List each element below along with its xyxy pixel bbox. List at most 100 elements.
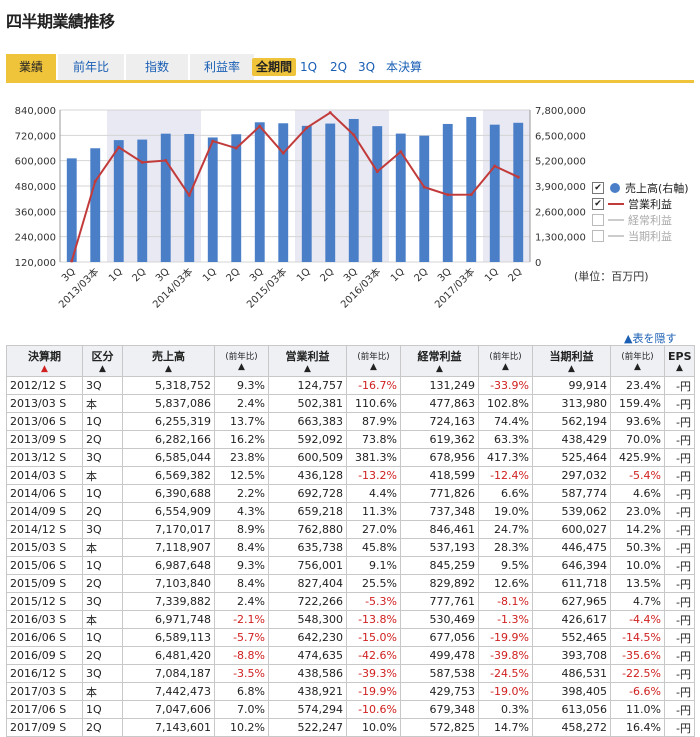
table-cell: 722,266 — [268, 592, 347, 611]
x-label-13: 2016/03本 — [338, 265, 384, 311]
table-cell: 7,118,907 — [122, 538, 215, 557]
period-1[interactable]: 1Q — [300, 60, 318, 74]
table-cell: 611,718 — [532, 574, 611, 593]
legend-item-3[interactable]: 当期利益 — [592, 228, 689, 244]
table-cell: 1Q — [82, 700, 123, 719]
table-cell: -2.1% — [214, 610, 269, 629]
legend-item-2[interactable]: 経常利益 — [592, 212, 689, 228]
table-cell: 381.3% — [346, 448, 401, 467]
x-label-11: 2Q — [319, 266, 337, 284]
tab-2[interactable]: 指数 — [126, 54, 188, 80]
line-point-14 — [399, 150, 403, 154]
table-cell: -円 — [664, 610, 695, 629]
table-cell: 2016/03 S — [6, 610, 83, 629]
left-tick-1: 720,000 — [15, 131, 56, 142]
tab-0[interactable]: 業績 — [6, 54, 56, 80]
table-cell: -19.0% — [478, 682, 533, 701]
column-header-6[interactable]: 経常利益 ▲ — [400, 345, 479, 377]
period-3[interactable]: 3Q — [358, 60, 376, 74]
x-label-19: 2Q — [507, 266, 525, 284]
table-cell: 2013/09 S — [6, 430, 83, 449]
legend-checkbox[interactable] — [592, 214, 604, 226]
column-header-label: 当期利益 — [549, 350, 594, 363]
table-cell: 2015/03 S — [6, 538, 83, 557]
x-label-8: 3Q — [248, 266, 266, 284]
table-cell: 6,255,319 — [122, 412, 215, 431]
line-point-8 — [258, 124, 262, 128]
column-header-7[interactable]: (前年比) ▲ — [478, 345, 533, 377]
table-cell: 6,589,113 — [122, 628, 215, 647]
table-cell: 6,585,044 — [122, 448, 215, 467]
line-marker-icon — [608, 235, 624, 237]
table-cell: 159.4% — [610, 394, 665, 413]
legend-label: 売上高(右軸) — [625, 182, 689, 195]
legend-label: 営業利益 — [628, 198, 672, 211]
table-cell: 2013/06 S — [6, 412, 83, 431]
sort-arrow-icon[interactable]: ▲ — [568, 364, 575, 374]
hide-table-link[interactable]: ▲表を隠す — [624, 332, 677, 345]
legend-checkbox[interactable] — [592, 230, 604, 242]
x-label-15: 2Q — [413, 266, 431, 284]
table-cell: 771,826 — [400, 484, 479, 503]
column-header-10[interactable]: EPS ▲ — [664, 345, 695, 377]
sort-arrow-icon[interactable]: ▲ — [676, 362, 683, 373]
table-cell: 425.9% — [610, 448, 665, 467]
table-cell: 6,971,748 — [122, 610, 215, 629]
table-cell: 6,282,166 — [122, 430, 215, 449]
sort-arrow-icon[interactable]: ▲ — [304, 364, 311, 374]
legend-item-0[interactable]: ✔ 売上高(右軸) — [592, 180, 689, 196]
tab-1[interactable]: 前年比 — [58, 54, 124, 80]
column-header-3[interactable]: (前年比) ▲ — [214, 345, 269, 377]
period-0[interactable]: 全期間 — [252, 58, 297, 76]
table-cell: 677,056 — [400, 628, 479, 647]
sort-arrow-icon[interactable]: ▲ — [502, 362, 509, 372]
table-cell: 537,193 — [400, 538, 479, 557]
table-cell: 本 — [82, 682, 123, 701]
sort-arrow-icon[interactable]: ▲ — [370, 362, 377, 372]
table-row: 2015/06 S 1Q 6,987,648 9.3% 756,001 9.1% 845,2… — [6, 556, 695, 575]
table-cell: 2015/09 S — [6, 574, 83, 593]
table-cell: 646,394 — [532, 556, 611, 575]
table-row: 2017/03 S 本 7,442,473 6.8% 438,921 -19.9% 429,… — [6, 682, 695, 701]
table-row: 2014/03 S 本 6,569,382 12.5% 436,128 -13.2% 418… — [6, 466, 695, 485]
column-header-4[interactable]: 営業利益 ▲ — [268, 345, 347, 377]
left-tick-6: 120,000 — [15, 258, 56, 269]
x-label-16: 3Q — [436, 266, 454, 284]
period-4[interactable]: 本決算 — [386, 60, 423, 74]
column-header-5[interactable]: (前年比) ▲ — [346, 345, 401, 377]
column-header-2[interactable]: 売上高 ▲ — [122, 345, 215, 377]
table-cell: 12.5% — [214, 466, 269, 485]
table-cell: 23.8% — [214, 448, 269, 467]
table-cell: -円 — [664, 700, 695, 719]
table-cell: -円 — [664, 448, 695, 467]
right-tick-5: 1,300,000 — [535, 233, 586, 244]
bar-12 — [348, 118, 359, 262]
sort-arrow-icon[interactable]: ▲ — [634, 362, 641, 372]
legend-checkbox[interactable]: ✔ — [592, 198, 604, 210]
tab-3[interactable]: 利益率 — [190, 54, 254, 80]
column-header-9[interactable]: (前年比) ▲ — [610, 345, 665, 377]
table-cell: -24.5% — [478, 664, 533, 683]
period-2[interactable]: 2Q — [330, 60, 348, 74]
legend-item-1[interactable]: ✔ 営業利益 — [592, 196, 689, 212]
column-header-label: (前年比) — [225, 352, 258, 362]
table-cell: -15.0% — [346, 628, 401, 647]
sort-arrow-icon[interactable]: ▲ — [165, 364, 172, 374]
sort-arrow-icon[interactable]: ▲ — [99, 364, 106, 374]
line-point-11 — [328, 111, 332, 115]
table-cell: 2013/12 S — [6, 448, 83, 467]
column-header-0[interactable]: 決算期 ▲ — [6, 345, 83, 377]
table-cell: 619,362 — [400, 430, 479, 449]
table-cell: 393,708 — [532, 646, 611, 665]
sort-arrow-icon[interactable]: ▲ — [238, 362, 245, 372]
sort-arrow-icon[interactable]: ▲ — [41, 364, 48, 374]
column-header-8[interactable]: 当期利益 ▲ — [532, 345, 611, 377]
column-header-1[interactable]: 区分 ▲ — [82, 345, 123, 377]
table-cell: -円 — [664, 376, 695, 395]
legend-checkbox[interactable]: ✔ — [592, 182, 604, 194]
table-body: 2012/12 S 3Q 5,318,752 9.3% 124,757 -16.7% 131… — [6, 376, 695, 737]
table-cell: 7,084,187 — [122, 664, 215, 683]
sort-arrow-icon[interactable]: ▲ — [436, 364, 443, 374]
dot-marker-icon — [610, 183, 620, 193]
left-tick-5: 240,000 — [15, 233, 56, 244]
